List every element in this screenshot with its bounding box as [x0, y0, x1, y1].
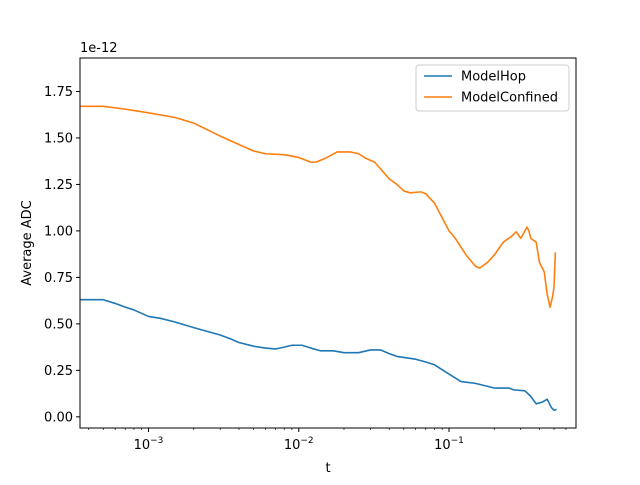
x-axis-label: t [325, 461, 330, 476]
y-tick-label-3: 0.75 [44, 271, 73, 286]
series-line-1 [80, 105, 557, 308]
legend-label-0: ModelHop [461, 70, 526, 85]
y-axis-label: Average ADC [20, 200, 35, 286]
y-tick-label-0: 0.00 [44, 410, 73, 425]
y-tick-label-7: 1.75 [44, 85, 73, 100]
axes-frame [79, 57, 577, 429]
y-tick-label-4: 1.00 [44, 224, 73, 239]
series-line-0 [80, 298, 557, 412]
legend: ModelHop ModelConfined [415, 64, 570, 112]
legend-label-1: ModelConfined [461, 91, 558, 106]
y-offset-text: 1e-12 [80, 41, 118, 56]
y-tick-label-5: 1.25 [44, 178, 73, 193]
y-axis-ticks: 0.00 0.25 0.50 0.75 1.00 1.25 1.50 1.75 [44, 85, 80, 425]
y-tick-label-2: 0.50 [44, 317, 73, 332]
y-tick-label-1: 0.25 [44, 364, 73, 379]
plot-lines [80, 105, 557, 412]
y-tick-label-6: 1.50 [44, 131, 73, 146]
legend-box [415, 64, 570, 112]
